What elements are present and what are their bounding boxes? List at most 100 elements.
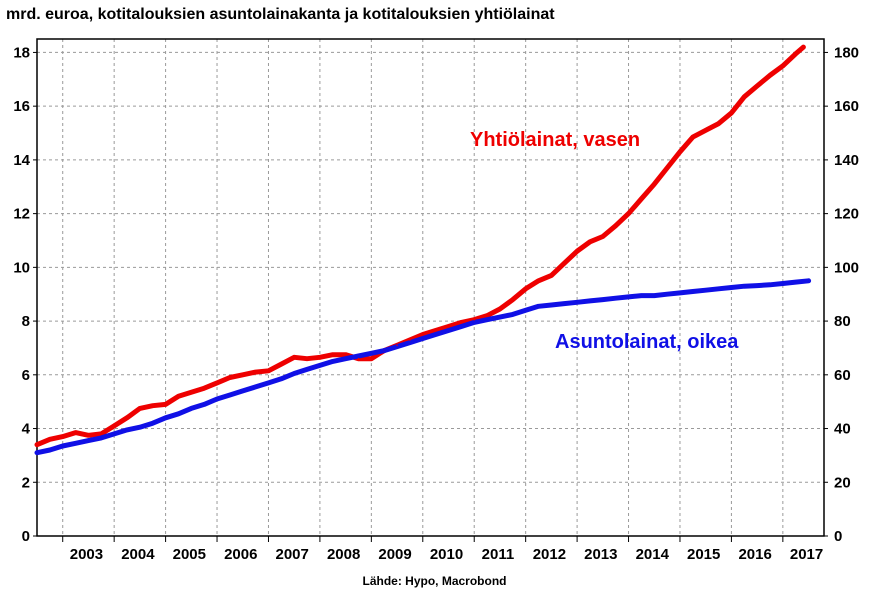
data-point: [280, 363, 283, 365]
data-point: [486, 314, 488, 317]
data-point: [434, 329, 437, 332]
data-point: [100, 437, 103, 439]
data-point: [627, 212, 630, 215]
data-point: [627, 296, 630, 298]
data-point: [396, 344, 398, 347]
data-point: [704, 129, 707, 132]
series-line-yhtiolainat: [34, 44, 806, 448]
data-point: [692, 290, 694, 293]
data-point: [550, 304, 553, 306]
data-point: [743, 96, 746, 98]
data-point: [756, 85, 758, 87]
data-point: [267, 382, 270, 384]
data-point: [203, 387, 205, 390]
data-point: [216, 398, 218, 400]
data-point: [319, 364, 321, 367]
right-tick-label: 60: [834, 367, 851, 384]
data-point: [254, 386, 257, 388]
data-point: [563, 302, 565, 305]
data-point: [486, 318, 488, 321]
data-point: [666, 167, 668, 169]
left-tick-label: 16: [13, 98, 30, 115]
chart-title: mrd. euroa, kotitalouksien asuntolainaka…: [6, 6, 555, 23]
data-point: [357, 355, 360, 357]
data-point: [653, 183, 656, 185]
data-point: [126, 429, 128, 431]
data-point: [229, 394, 231, 396]
data-point: [306, 357, 308, 360]
data-point: [332, 353, 334, 356]
data-point: [151, 404, 154, 407]
data-point: [537, 280, 540, 282]
data-point: [164, 417, 167, 419]
x-tick-label: 2008: [327, 546, 360, 563]
data-point: [139, 426, 141, 429]
data-point: [512, 298, 514, 301]
data-point: [589, 300, 591, 302]
data-point: [190, 391, 193, 394]
x-tick-label: 2005: [173, 546, 206, 563]
data-point: [36, 443, 38, 446]
data-point: [113, 425, 115, 427]
data-point: [113, 433, 115, 435]
data-point: [100, 433, 103, 435]
right-tick-label: 80: [834, 313, 851, 330]
left-tick-label: 2: [22, 474, 30, 491]
data-point: [447, 325, 450, 328]
x-tick-label: 2012: [533, 546, 566, 563]
data-point: [267, 370, 270, 372]
x-tick-label: 2006: [224, 546, 257, 563]
data-point: [473, 321, 476, 324]
x-axis: 2003 2004 2005 2006 2007 2008 2009 2010 2011 2012…: [62, 536, 823, 563]
annotation-asuntolainat: Asuntolainat, oikea: [555, 331, 739, 353]
data-point: [717, 288, 720, 290]
data-point: [151, 422, 154, 425]
right-tick-label: 0: [834, 528, 842, 545]
left-y-axis: 0 2 4 6 8 10 12 14 16 18: [13, 44, 37, 545]
data-point: [614, 224, 617, 227]
data-point: [782, 282, 784, 285]
data-point: [254, 371, 257, 373]
right-tick-label: 20: [834, 474, 851, 491]
data-point: [242, 374, 244, 376]
data-point: [164, 403, 167, 406]
right-tick-label: 160: [834, 98, 859, 115]
data-point: [293, 372, 296, 375]
left-tick-label: 6: [22, 367, 30, 384]
data-point: [679, 292, 681, 294]
left-tick-label: 14: [13, 152, 30, 169]
right-tick-label: 140: [834, 152, 859, 169]
data-point: [782, 65, 784, 67]
x-tick-label: 2011: [482, 546, 515, 563]
data-point: [602, 298, 604, 301]
data-point: [293, 356, 296, 359]
data-point: [743, 285, 746, 288]
data-point: [344, 353, 347, 356]
data-point: [49, 449, 51, 451]
left-tick-label: 18: [13, 44, 30, 61]
data-point: [422, 337, 424, 340]
data-point: [74, 431, 77, 434]
data-point: [87, 439, 90, 442]
data-point: [409, 339, 411, 341]
left-tick-label: 12: [13, 206, 30, 223]
x-tick-label: 2013: [584, 546, 617, 563]
data-point: [242, 390, 244, 392]
x-tick-label: 2009: [378, 546, 411, 563]
data-point: [679, 151, 681, 153]
data-points: [36, 46, 810, 454]
left-tick-label: 10: [13, 259, 30, 276]
annotation-yhtiolainat: Yhtiölainat, vasen: [470, 129, 640, 151]
data-point: [447, 329, 450, 332]
data-point: [409, 341, 411, 344]
data-point: [422, 333, 424, 336]
data-point: [36, 451, 38, 454]
data-point: [730, 112, 733, 114]
data-point: [460, 321, 463, 324]
data-point: [769, 74, 771, 77]
x-tick-label: 2016: [738, 546, 771, 563]
right-y-axis: 0 20 40 60 80 100 120 140 160 180: [824, 44, 859, 545]
data-point: [692, 136, 694, 138]
